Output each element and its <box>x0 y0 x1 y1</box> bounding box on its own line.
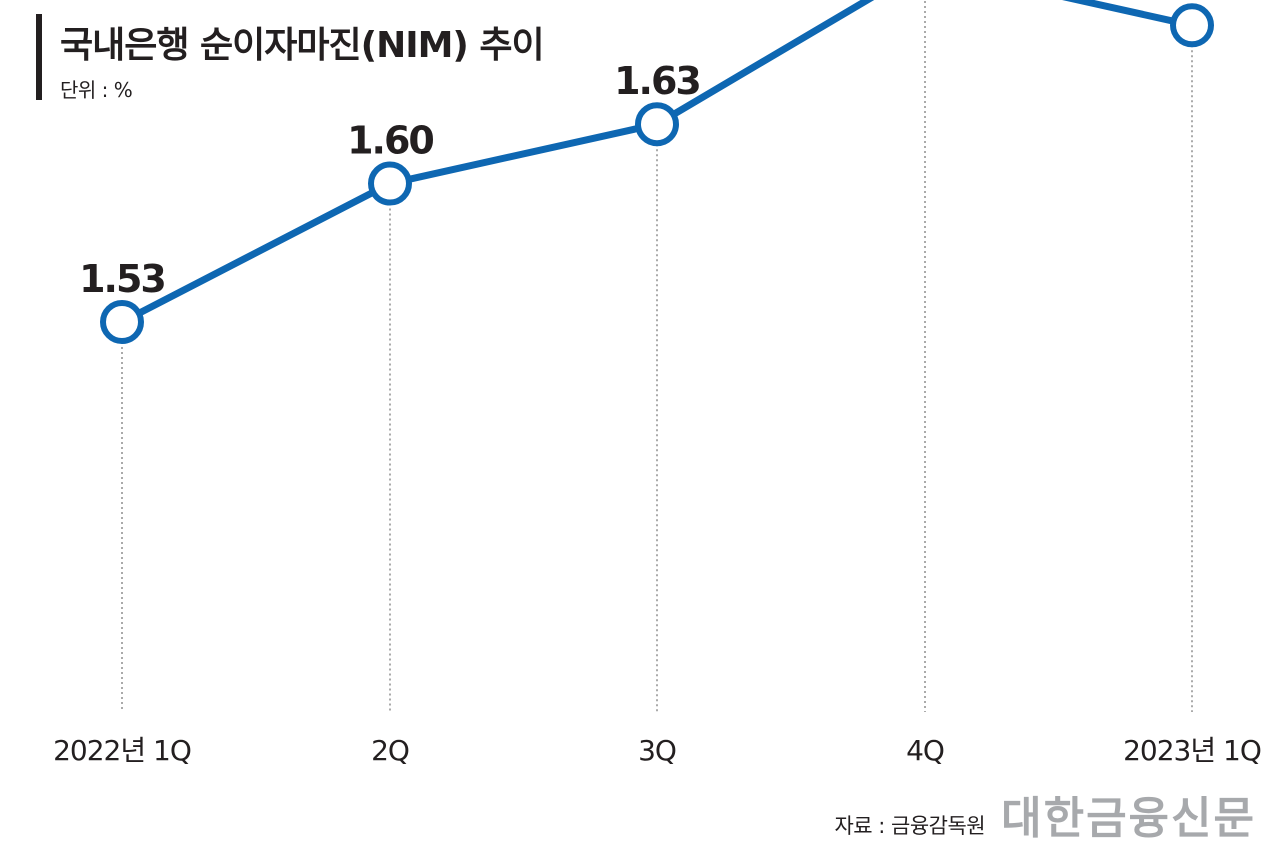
data-label: 1.68 <box>1149 0 1235 4</box>
data-point-marker <box>368 161 412 206</box>
data-label: 1.53 <box>79 257 165 301</box>
data-point-marker <box>1170 3 1214 48</box>
x-tick-label: 2022년 1Q <box>53 734 191 767</box>
data-label: 1.60 <box>347 119 433 163</box>
x-tick-label: 4Q <box>906 734 944 767</box>
brand-logo: 대한금융신문 <box>1001 793 1256 844</box>
data-label: 1.63 <box>614 59 700 103</box>
x-tick-label: 3Q <box>638 734 676 767</box>
title-accent-bar <box>36 14 42 100</box>
x-tick-label: 2Q <box>371 734 409 767</box>
footer: 자료 : 금융감독원 대한금융신문 <box>834 782 1256 846</box>
unit-label: 단위 : % <box>60 78 133 102</box>
source-label: 자료 : 금융감독원 <box>834 814 986 838</box>
data-point-marker <box>635 102 679 147</box>
x-tick-label: 2023년 1Q <box>1123 734 1261 767</box>
chart-title: 국내은행 순이자마진(NIM) 추이 <box>60 25 545 66</box>
data-point-marker <box>100 300 144 344</box>
